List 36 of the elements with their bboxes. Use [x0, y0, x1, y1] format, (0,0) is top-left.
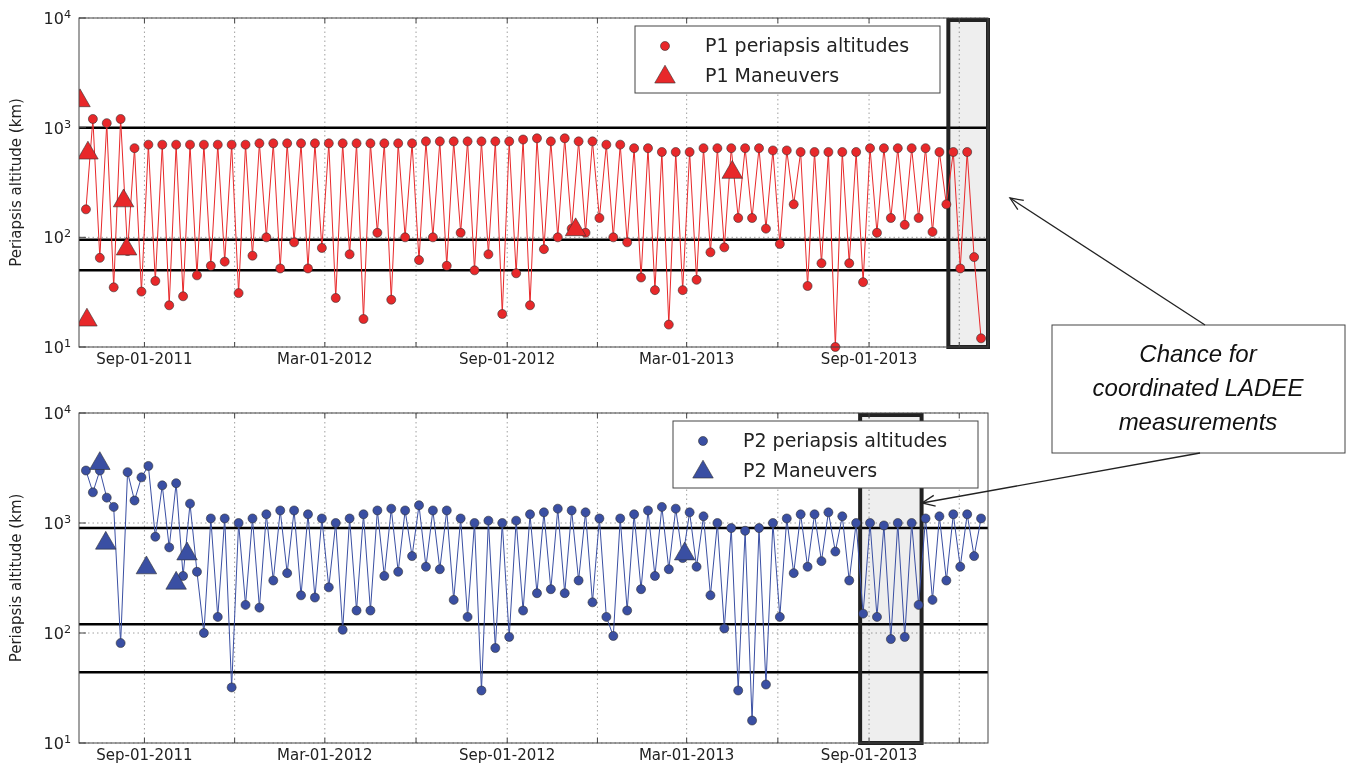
legend-label: P1 Maneuvers: [705, 64, 840, 86]
point: [89, 451, 111, 470]
text: Chance for coordinated LADEE measurements: [1092, 340, 1305, 435]
x-tick-label: Sep-01-2012: [459, 746, 556, 764]
point: [113, 188, 135, 208]
y-axis-title: Periapsis altitude (km): [7, 493, 25, 663]
y-tick-label: 10$^{4}$: [43, 7, 71, 28]
point: [565, 217, 587, 236]
x-tick-label: Sep-01-2011: [96, 350, 193, 368]
y-tick-label: 10$^{2}$: [43, 226, 71, 248]
x-tick-label: Sep-01-2011: [96, 746, 193, 764]
point: [116, 236, 138, 256]
point: [721, 160, 743, 179]
point: [79, 140, 99, 160]
point: [176, 541, 198, 561]
point: [95, 531, 117, 550]
y-tick-label: 10$^{4}$: [43, 402, 71, 423]
y-tick-label: 10$^{3}$: [43, 117, 71, 138]
legend-label: P2 periapsis altitudes: [743, 429, 948, 451]
y-tick-label: 10$^{1}$: [43, 732, 71, 753]
x-tick-label: Mar-01-2013: [638, 746, 735, 764]
x-tick-label: Sep-01-2013: [820, 350, 918, 368]
x-tick-label: Sep-01-2013: [820, 746, 918, 764]
y-tick-label: 10$^{1}$: [43, 336, 71, 357]
legend-label: P1 periapsis altitudes: [705, 34, 910, 56]
y-tick-label: 10$^{2}$: [43, 622, 71, 643]
x-tick-label: Mar-01-2012: [277, 350, 373, 368]
y-tick-label: 10$^{3}$: [43, 512, 71, 533]
point: [135, 555, 157, 575]
x-tick-label: Sep-01-2012: [459, 350, 556, 368]
point: [674, 541, 696, 561]
point: [165, 571, 187, 590]
legend-label: P2 Maneuvers: [743, 459, 878, 481]
x-tick-label: Mar-01-2013: [638, 350, 735, 368]
x-tick-label: Mar-01-2012: [277, 746, 373, 764]
y-axis-title: Periapsis altitude (km): [7, 98, 25, 267]
